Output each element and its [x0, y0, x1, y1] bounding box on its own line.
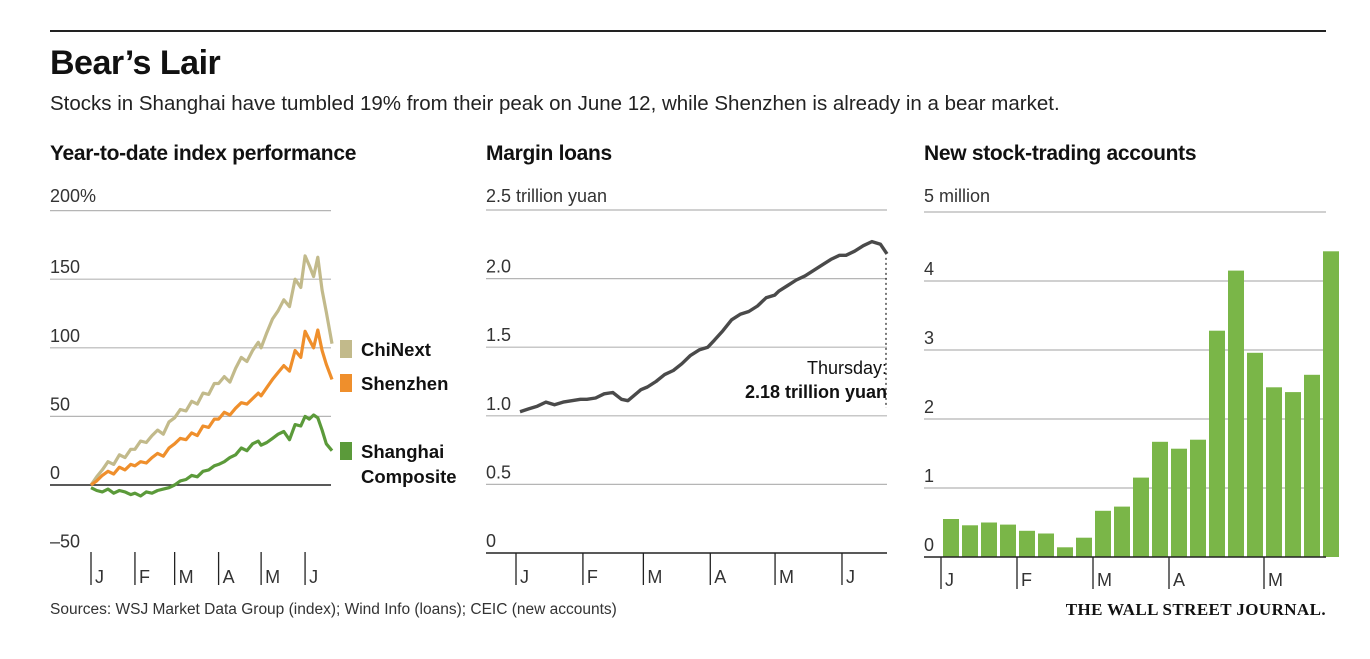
loans-unit-label: 2.5 trillion yuan	[486, 186, 608, 206]
panel-title-index: Year-to-date index performance	[50, 142, 357, 165]
x-tick-label: J	[95, 567, 104, 587]
legend-label: Shenzhen	[361, 373, 448, 394]
bar	[1285, 392, 1301, 557]
y-tick-label: 2.0	[486, 257, 511, 277]
x-tick-label: F	[587, 567, 598, 587]
x-tick-label: A	[1173, 570, 1185, 590]
y-tick-label: 0	[486, 531, 496, 551]
bar	[962, 525, 978, 557]
shenzhen-line	[90, 328, 334, 487]
chart-subtitle: Stocks in Shanghai have tumbled 19% from…	[50, 92, 1060, 115]
x-tick-label: A	[223, 567, 235, 587]
annotation-label: Thursday:	[807, 358, 887, 378]
y-tick-label: 1.5	[486, 325, 511, 345]
x-tick-label: M	[179, 567, 194, 587]
x-tick-label: J	[945, 570, 954, 590]
bar	[1209, 330, 1225, 557]
y-tick-label: 0	[50, 463, 60, 483]
bar	[1247, 352, 1263, 557]
y-tick-label: 4	[924, 259, 934, 279]
top-rule	[50, 30, 1326, 32]
x-tick-label: A	[714, 567, 726, 587]
chinext-line	[89, 254, 334, 486]
x-tick-label: F	[1021, 570, 1032, 590]
y-tick-label: 0.5	[486, 462, 511, 482]
bar	[1304, 374, 1320, 557]
sources-note: Sources: WSJ Market Data Group (index); …	[50, 601, 617, 618]
annotation-value: 2.18 trillion yuan	[745, 382, 887, 402]
bar	[1266, 387, 1282, 557]
x-tick-label: J	[309, 567, 318, 587]
x-tick-label: M	[1097, 570, 1112, 590]
bar	[1076, 537, 1092, 557]
panel-title-accounts: New stock-trading accounts	[924, 142, 1197, 165]
bar	[1000, 524, 1016, 557]
margin-loans-line	[519, 239, 889, 414]
bar	[1323, 251, 1339, 558]
x-tick-label: F	[139, 567, 150, 587]
bar	[1114, 506, 1130, 557]
bar	[1057, 547, 1073, 557]
legend-label: Shanghai	[361, 441, 444, 462]
bar	[1228, 270, 1244, 557]
x-tick-label: M	[265, 567, 280, 587]
panel-title-loans: Margin loans	[486, 142, 612, 165]
y-tick-label: 0	[924, 535, 934, 555]
bar	[1152, 441, 1168, 557]
x-tick-label: M	[647, 567, 662, 587]
accounts-unit-label: 5 million	[924, 186, 991, 206]
y-tick-label: 50	[50, 394, 70, 414]
legend-label: ChiNext	[361, 339, 431, 360]
y-tick-label: 2	[924, 397, 934, 417]
legend-label: Composite	[361, 466, 457, 487]
x-tick-label: J	[520, 567, 529, 587]
y-tick-label: 3	[924, 328, 934, 348]
bar	[1019, 530, 1035, 557]
index-unit-label: 200%	[50, 186, 97, 206]
legend-swatch	[340, 340, 352, 358]
bar	[1133, 477, 1149, 557]
y-tick-label: 100	[50, 326, 80, 346]
bar	[1095, 510, 1111, 557]
bar	[1171, 448, 1187, 557]
legend-swatch	[340, 442, 352, 460]
legend-swatch	[340, 374, 352, 392]
bar	[1190, 439, 1206, 557]
x-tick-label: M	[1268, 570, 1283, 590]
y-tick-label: 1.0	[486, 394, 511, 414]
bar	[1038, 533, 1054, 557]
shanghai-line	[90, 413, 334, 498]
y-tick-label: 150	[50, 257, 80, 277]
y-tick-label: –50	[50, 532, 80, 552]
bar	[943, 519, 959, 557]
x-tick-label: M	[779, 567, 794, 587]
chart-title: Bear’s Lair	[50, 44, 221, 82]
x-tick-label: J	[846, 567, 855, 587]
bar	[981, 522, 997, 557]
y-tick-label: 1	[924, 466, 934, 486]
wsj-logo: THE WALL STREET JOURNAL.	[1065, 600, 1326, 619]
